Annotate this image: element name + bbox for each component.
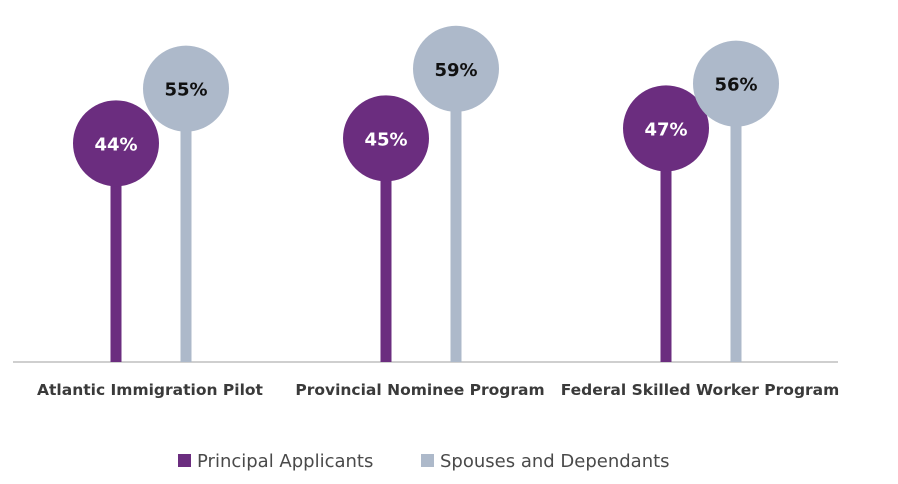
- lollipop-spouses-and-dependants-provincial-nominee-program-stem: [450, 68, 462, 363]
- legend-swatch: [178, 454, 191, 467]
- legend-label: Principal Applicants: [197, 451, 373, 472]
- lollipop-principal-applicants-atlantic-immigration-pilot-stem: [110, 143, 122, 362]
- legend-label: Spouses and Dependants: [440, 451, 670, 472]
- lollipop-principal-applicants-atlantic-immigration-pilot-head: [73, 100, 159, 187]
- lollipop-principal-applicants-provincial-nominee-program-value-label: 45%: [364, 129, 407, 150]
- legend-item-principal-applicants: Principal Applicants: [178, 451, 373, 472]
- lollipop-spouses-and-dependants-federal-skilled-worker-program-value-label: 56%: [714, 75, 757, 96]
- legend-swatch: [421, 454, 434, 467]
- chart-marks: 44% 45% 47% 55% 59% 56%: [73, 25, 779, 363]
- lollipop-spouses-and-dependants-provincial-nominee-program-value-label: 59%: [434, 60, 477, 81]
- category-label-atlantic-immigration-pilot: Atlantic Immigration Pilot: [37, 381, 264, 399]
- lollipop-spouses-and-dependants-provincial-nominee-program-head: [413, 25, 499, 112]
- lollipop-principal-applicants-federal-skilled-worker-program-head: [623, 85, 709, 172]
- category-label-federal-skilled-worker-program: Federal Skilled Worker Program: [561, 381, 840, 399]
- category-label-provincial-nominee-program: Provincial Nominee Program: [295, 381, 544, 399]
- lollipop-principal-applicants-atlantic-immigration-pilot-value-label: 44%: [94, 134, 137, 155]
- lollipop-spouses-and-dependants-atlantic-immigration-pilot-head: [143, 45, 229, 132]
- lollipop-spouses-and-dependants-federal-skilled-worker-program-stem: [730, 83, 742, 363]
- lollipop-principal-applicants-provincial-nominee-program-head: [343, 95, 429, 182]
- lollipop-principal-applicants-federal-skilled-worker-program-stem: [660, 128, 672, 362]
- lollipop-principal-applicants-federal-skilled-worker-program-value-label: 47%: [644, 119, 687, 140]
- lollipop-spouses-and-dependants-atlantic-immigration-pilot-stem: [180, 88, 192, 363]
- lollipop-spouses-and-dependants-federal-skilled-worker-program-head: [693, 40, 779, 127]
- legend-item-spouses-and-dependants: Spouses and Dependants: [421, 451, 670, 472]
- lollipop-spouses-and-dependants-atlantic-immigration-pilot-value-label: 55%: [164, 80, 207, 101]
- legend: Principal Applicants Spouses and Dependan…: [178, 451, 670, 472]
- lollipop-principal-applicants-provincial-nominee-program-stem: [380, 138, 392, 362]
- category-labels: Atlantic Immigration Pilot Provincial Nom…: [37, 381, 839, 399]
